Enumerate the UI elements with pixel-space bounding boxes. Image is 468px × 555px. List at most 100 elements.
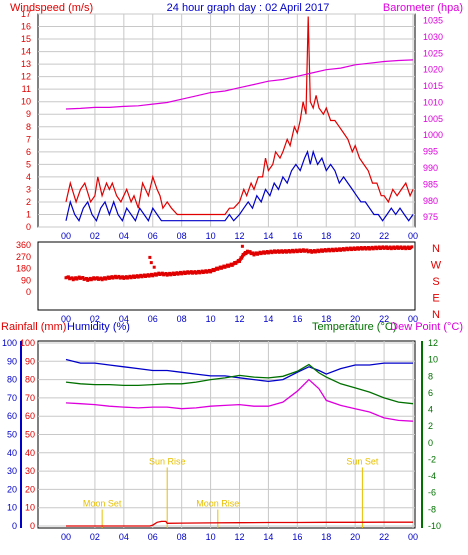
x-tick-label: 18	[321, 231, 331, 241]
windspeed-axis-label: Windspeed (m/s)	[10, 2, 93, 14]
direction-point	[363, 245, 367, 249]
direction-point	[327, 247, 331, 251]
direction-point	[370, 245, 374, 249]
humidity-tick-label: 90	[7, 356, 17, 366]
x-tick-label: 02	[90, 231, 100, 241]
x-tick-label: 16	[292, 314, 302, 324]
windspeed-tick-label: 1	[26, 209, 31, 219]
barometer-line	[65, 59, 414, 110]
temperature-tick-label: -2	[428, 454, 436, 464]
direction-tick-label: 270	[16, 252, 31, 262]
windspeed-tick-label: 4	[26, 172, 31, 182]
chart-title: 24 hour graph day : 02 April 2017	[167, 2, 330, 14]
plot-frame	[37, 241, 416, 311]
temperature-axis-label: Temperature (°C)	[312, 321, 396, 333]
direction-point	[305, 248, 309, 252]
direction-point	[301, 248, 305, 252]
direction-point	[160, 271, 164, 275]
windspeed-tick-label: 5	[26, 159, 31, 169]
rainfall-tick-label: 70	[25, 393, 35, 403]
windspeed-tick-label: 14	[21, 47, 31, 57]
temperature-tick-label: -10	[428, 521, 441, 531]
direction-point	[287, 249, 291, 253]
humidity-tick-label: 40	[7, 448, 17, 458]
barometer-tick-label: 975	[423, 212, 438, 222]
direction-point	[276, 249, 280, 253]
humidity-tick-label: 30	[7, 466, 17, 476]
direction-point	[366, 245, 370, 249]
humidity-line	[65, 358, 413, 383]
x-tick-label: 22	[379, 532, 389, 542]
direction-point	[406, 245, 410, 249]
barometer-tick-label: 1020	[423, 65, 443, 75]
rainfall-tick-label: 100	[20, 338, 35, 348]
x-tick-label: 12	[234, 314, 244, 324]
windspeed-tick-label: 2	[26, 197, 31, 207]
x-tick-label: 00	[408, 532, 418, 542]
wind-average-line	[65, 149, 414, 223]
direction-point	[348, 246, 352, 250]
direction-point	[117, 274, 121, 278]
x-tick-label: 22	[379, 314, 389, 324]
temperature-tick-label: 0	[428, 438, 433, 448]
x-tick-label: 00	[61, 231, 71, 241]
temperature-line	[65, 363, 414, 405]
windspeed-tick-label: 7	[26, 134, 31, 144]
compass-label: N	[432, 309, 440, 321]
temperature-tick-label: 10	[428, 355, 438, 365]
compass-label: W	[431, 260, 442, 272]
dewpoint-axis-label: Dew Point (°C)	[390, 321, 463, 333]
x-tick-label: 00	[408, 231, 418, 241]
x-tick-label: 04	[119, 314, 129, 324]
astro-annotation: Sun Set	[346, 456, 379, 466]
wind-gust-line	[65, 16, 414, 216]
rainfall-tick-label: 30	[25, 466, 35, 476]
x-tick-label: 10	[206, 532, 216, 542]
dew-point-line	[65, 378, 414, 422]
temperature-tick-label: 6	[428, 388, 433, 398]
temperature-tick-label: -8	[428, 504, 436, 514]
barometer-tick-label: 1005	[423, 114, 443, 124]
windspeed-tick-label: 0	[26, 222, 31, 232]
direction-point	[338, 247, 342, 251]
rainfall-tick-label: 20	[25, 484, 35, 494]
direction-point	[70, 276, 74, 280]
x-tick-label: 14	[263, 231, 273, 241]
rainfall-tick-label: 10	[25, 503, 35, 513]
x-tick-label: 14	[263, 314, 273, 324]
direction-point	[152, 265, 156, 269]
barometer-tick-label: 1025	[423, 48, 443, 58]
direction-point	[148, 255, 152, 259]
barometer-tick-label: 990	[423, 163, 438, 173]
x-tick-label: 08	[177, 314, 187, 324]
direction-point	[377, 245, 381, 249]
temperature-humidity-panel: Rainfall (mm) Humidity (%) Temperature (…	[1, 321, 463, 542]
direction-point	[81, 276, 85, 280]
barometer-axis-label: Barometer (hpa)	[383, 2, 463, 14]
humidity-tick-label: 70	[7, 393, 17, 403]
x-tick-label: 00	[408, 314, 418, 324]
direction-point	[294, 248, 298, 252]
barometer-tick-label: 1030	[423, 32, 443, 42]
direction-point	[352, 246, 356, 250]
direction-point	[193, 270, 197, 274]
direction-point	[392, 245, 396, 249]
direction-point	[238, 259, 241, 263]
rainfall-axis-label: Rainfall (mm)	[1, 321, 66, 333]
x-tick-label: 22	[379, 231, 389, 241]
barometer-tick-label: 1000	[423, 130, 443, 140]
rainfall-tick-label: 40	[25, 448, 35, 458]
x-tick-label: 06	[148, 231, 158, 241]
x-tick-label: 14	[263, 532, 273, 542]
direction-tick-label: 0	[26, 287, 31, 297]
rainfall-tick-label: 50	[25, 430, 35, 440]
x-tick-label: 20	[350, 532, 360, 542]
direction-point	[388, 245, 392, 249]
temperature-tick-label: -6	[428, 488, 436, 498]
barometer-tick-label: 1010	[423, 97, 443, 107]
x-tick-label: 12	[234, 532, 244, 542]
humidity-tick-label: 100	[2, 338, 17, 348]
direction-point	[330, 247, 334, 251]
